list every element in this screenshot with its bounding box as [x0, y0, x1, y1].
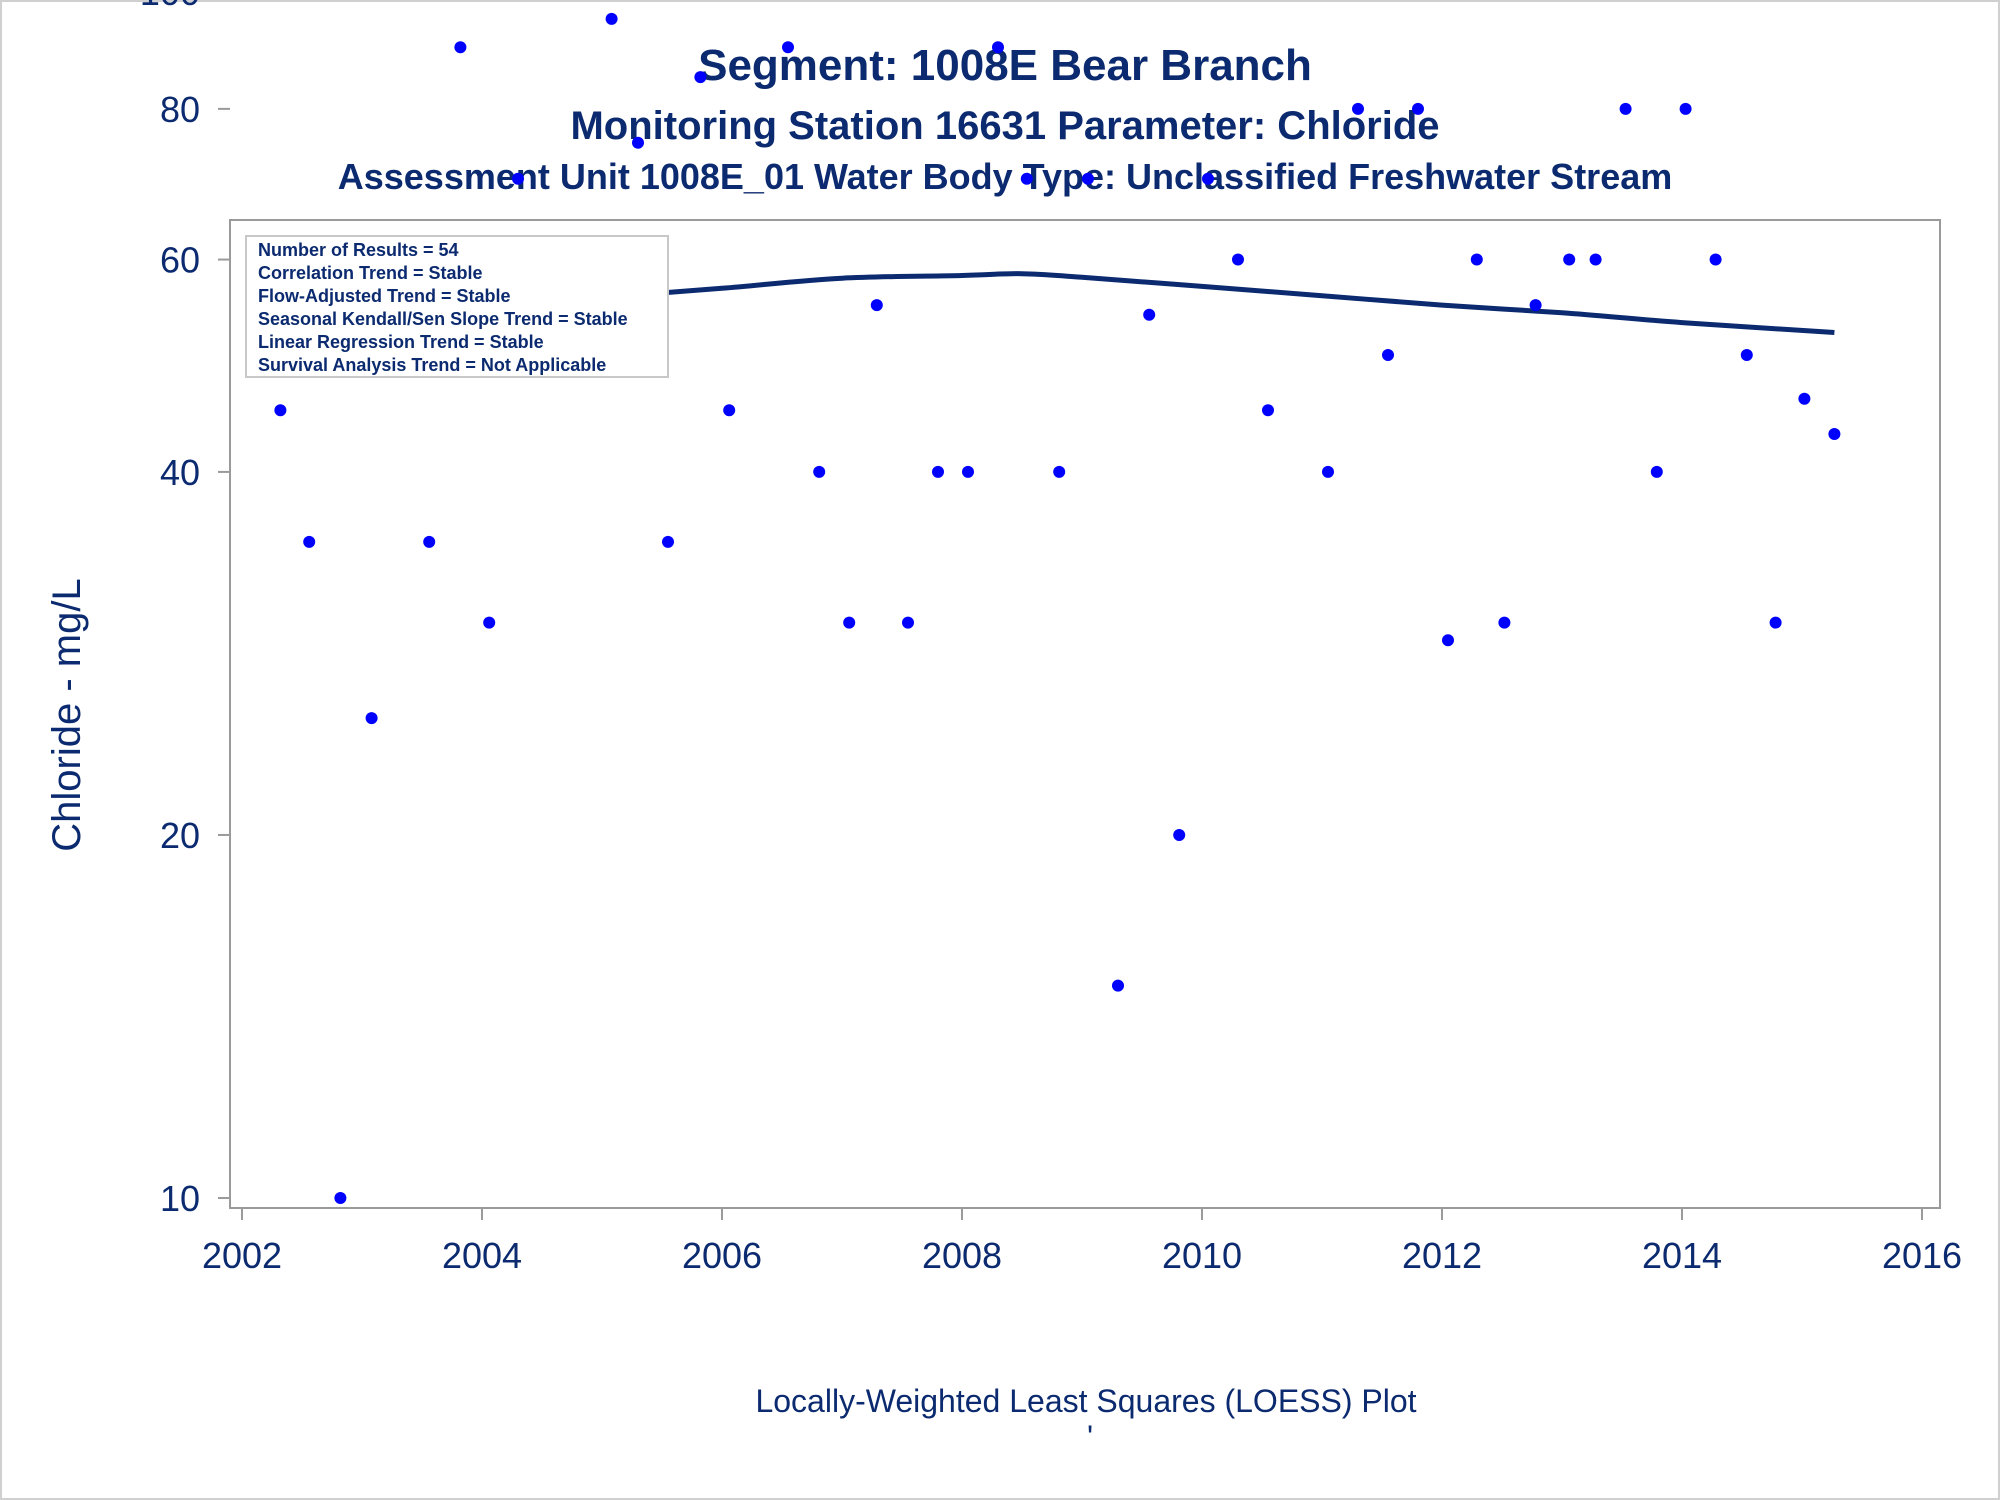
- data-point: [1232, 253, 1244, 266]
- data-point: [1412, 102, 1424, 115]
- data-point: [1679, 102, 1692, 115]
- data-point: [1382, 349, 1394, 361]
- data-point: [1173, 829, 1186, 841]
- x-axis: 2002 2004 2006 2008 2010 2012 2014 2016: [202, 1208, 1962, 1276]
- y-tick-label: 10: [160, 1178, 200, 1219]
- legend: Number of Results = 54 Correlation Trend …: [245, 235, 669, 378]
- data-point: [1262, 404, 1274, 417]
- data-point: [694, 71, 707, 84]
- x-tick-label: 2008: [922, 1235, 1002, 1276]
- data-point: [334, 1192, 347, 1204]
- data-point: [723, 404, 736, 417]
- chart-sub-subtitle: Assessment Unit 1008E_01 Water Body Type…: [338, 156, 1673, 197]
- data-point: [932, 465, 944, 478]
- data-point: [1529, 299, 1542, 312]
- data-point: [902, 616, 914, 629]
- legend-lines: Number of Results = 54 Correlation Trend …: [258, 240, 628, 375]
- y-tick-label: 80: [160, 89, 200, 130]
- data-point: [1112, 979, 1124, 992]
- legend-line: Survival Analysis Trend = Not Applicable: [258, 355, 606, 375]
- data-point: [1498, 616, 1511, 629]
- data-point: [1202, 172, 1214, 185]
- data-point: [813, 465, 826, 478]
- data-point: [1470, 253, 1483, 266]
- data-point: [782, 41, 794, 54]
- data-point: [1769, 616, 1782, 629]
- data-point: [1619, 102, 1632, 115]
- data-point: [512, 172, 524, 185]
- data-point: [1740, 349, 1753, 361]
- data-point: [1828, 428, 1841, 440]
- legend-line: Seasonal Kendall/Sen Slope Trend = Stabl…: [258, 309, 628, 329]
- data-point: [483, 616, 496, 629]
- data-point: [843, 616, 856, 629]
- data-point: [1053, 465, 1066, 478]
- y-axis-label: Chloride - mg/L: [45, 578, 89, 851]
- data-point: [1020, 172, 1033, 185]
- data-point: [1589, 253, 1602, 266]
- x-tick-label: 2004: [442, 1235, 522, 1276]
- chart-title: Segment: 1008E Bear Branch: [698, 41, 1312, 90]
- data-point: [632, 136, 644, 149]
- data-point: [423, 535, 436, 548]
- x-tick-label: 2006: [682, 1235, 762, 1276]
- data-point: [1143, 308, 1156, 321]
- data-point: [605, 12, 618, 25]
- data-point: [992, 41, 1004, 54]
- data-point: [1082, 172, 1094, 185]
- data-point: [365, 712, 378, 725]
- y-tick-label: 100: [140, 0, 200, 13]
- data-point: [303, 535, 316, 548]
- data-point: [962, 465, 974, 478]
- x-tick-label: 2002: [202, 1235, 282, 1276]
- x-tick-label: 2016: [1882, 1235, 1962, 1276]
- footnote-mark: ': [1087, 1419, 1093, 1455]
- data-point: [1322, 465, 1334, 478]
- data-point: [1352, 102, 1364, 115]
- footnote: Locally-Weighted Least Squares (LOESS) P…: [755, 1383, 1416, 1419]
- data-points: [245, 12, 1841, 1204]
- plot-area: [229, 219, 1941, 1209]
- data-point: [1563, 253, 1576, 266]
- data-point: [1798, 392, 1811, 405]
- legend-box: [245, 235, 669, 378]
- x-tick-label: 2014: [1642, 1235, 1722, 1276]
- legend-line: Correlation Trend = Stable: [258, 263, 483, 283]
- y-axis: 1020406080100120: [140, 0, 230, 1219]
- data-point: [274, 404, 287, 417]
- x-tick-label: 2010: [1162, 1235, 1242, 1276]
- data-point: [662, 535, 674, 548]
- chart-subtitle: Monitoring Station 16631 Parameter: Chlo…: [570, 104, 1439, 148]
- legend-line: Linear Regression Trend = Stable: [258, 332, 544, 352]
- data-point: [1650, 465, 1663, 478]
- x-tick-label: 2012: [1402, 1235, 1482, 1276]
- data-point: [454, 41, 467, 54]
- legend-line: Flow-Adjusted Trend = Stable: [258, 286, 511, 306]
- legend-line: Number of Results = 54: [258, 240, 459, 260]
- data-point: [1442, 634, 1454, 647]
- y-tick-label: 60: [160, 240, 200, 281]
- y-tick-label: 40: [160, 452, 200, 493]
- y-tick-label: 20: [160, 815, 200, 856]
- data-point: [1709, 253, 1722, 266]
- data-point: [870, 299, 883, 312]
